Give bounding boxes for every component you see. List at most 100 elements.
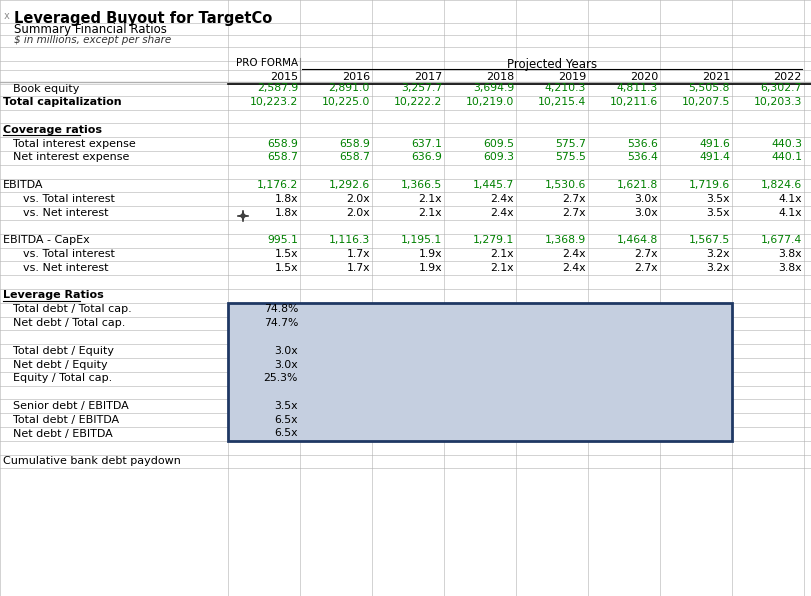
Text: 10,203.3: 10,203.3 <box>753 97 802 107</box>
Text: Total interest expense: Total interest expense <box>13 139 135 148</box>
Text: 658.9: 658.9 <box>339 139 370 148</box>
Text: 575.7: 575.7 <box>555 139 586 148</box>
Text: 10,207.5: 10,207.5 <box>681 97 730 107</box>
Text: 1.9x: 1.9x <box>418 263 442 273</box>
Text: Total debt / Total cap.: Total debt / Total cap. <box>13 305 131 314</box>
Text: 3.2x: 3.2x <box>706 263 730 273</box>
Text: 1,824.6: 1,824.6 <box>761 180 802 190</box>
Text: 2.1x: 2.1x <box>491 263 514 273</box>
Text: Leverage Ratios: Leverage Ratios <box>3 290 104 300</box>
Text: Book equity: Book equity <box>13 83 79 94</box>
Text: 74.8%: 74.8% <box>264 305 298 314</box>
Text: 3.8x: 3.8x <box>779 263 802 273</box>
Text: 1,195.1: 1,195.1 <box>401 235 442 246</box>
Text: 4,811.3: 4,811.3 <box>616 83 658 94</box>
Text: 2.4x: 2.4x <box>491 194 514 204</box>
Text: Net debt / Total cap.: Net debt / Total cap. <box>13 318 126 328</box>
Text: 1.8x: 1.8x <box>274 207 298 218</box>
Text: 3.0x: 3.0x <box>274 359 298 370</box>
Text: 440.1: 440.1 <box>771 153 802 163</box>
Text: Coverage ratios: Coverage ratios <box>3 125 102 135</box>
Text: 3.8x: 3.8x <box>779 249 802 259</box>
Text: 6.5x: 6.5x <box>274 429 298 439</box>
Text: 2018: 2018 <box>486 72 514 82</box>
Text: Cumulative bank debt paydown: Cumulative bank debt paydown <box>3 456 181 466</box>
Text: Total capitalization: Total capitalization <box>3 97 122 107</box>
Text: 10,219.0: 10,219.0 <box>466 97 514 107</box>
Text: 2015: 2015 <box>270 72 298 82</box>
Text: 2019: 2019 <box>558 72 586 82</box>
Text: 2.4x: 2.4x <box>563 263 586 273</box>
Text: 491.6: 491.6 <box>699 139 730 148</box>
Text: 2,587.9: 2,587.9 <box>257 83 298 94</box>
Text: 3.5x: 3.5x <box>274 401 298 411</box>
Text: 2.1x: 2.1x <box>418 194 442 204</box>
Text: 536.6: 536.6 <box>627 139 658 148</box>
Text: 1.5x: 1.5x <box>274 263 298 273</box>
Text: 5,505.8: 5,505.8 <box>689 83 730 94</box>
Text: 10,222.2: 10,222.2 <box>394 97 442 107</box>
Text: 10,223.2: 10,223.2 <box>250 97 298 107</box>
Text: 2022: 2022 <box>774 72 802 82</box>
Text: vs. Total interest: vs. Total interest <box>23 249 115 259</box>
Text: 2.7x: 2.7x <box>634 263 658 273</box>
Text: 1,366.5: 1,366.5 <box>401 180 442 190</box>
Text: 1,445.7: 1,445.7 <box>473 180 514 190</box>
Text: 2.4x: 2.4x <box>563 249 586 259</box>
Text: 4.1x: 4.1x <box>779 194 802 204</box>
Text: 4,210.3: 4,210.3 <box>545 83 586 94</box>
Text: 1,677.4: 1,677.4 <box>761 235 802 246</box>
Text: 3.5x: 3.5x <box>706 207 730 218</box>
Text: 1.5x: 1.5x <box>274 249 298 259</box>
Text: Total debt / EBITDA: Total debt / EBITDA <box>13 415 119 425</box>
Text: 1,116.3: 1,116.3 <box>328 235 370 246</box>
Text: 658.7: 658.7 <box>339 153 370 163</box>
Text: 2.7x: 2.7x <box>563 207 586 218</box>
Text: 3.0x: 3.0x <box>634 194 658 204</box>
Text: 3.0x: 3.0x <box>274 346 298 356</box>
Text: 995.1: 995.1 <box>267 235 298 246</box>
Text: 658.9: 658.9 <box>267 139 298 148</box>
Text: Summary Financial Ratios: Summary Financial Ratios <box>14 23 167 36</box>
Text: Net debt / EBITDA: Net debt / EBITDA <box>13 429 113 439</box>
Text: x: x <box>4 11 10 21</box>
Text: 491.4: 491.4 <box>699 153 730 163</box>
Text: 6.5x: 6.5x <box>274 415 298 425</box>
Text: 1.9x: 1.9x <box>418 249 442 259</box>
Text: 1,368.9: 1,368.9 <box>545 235 586 246</box>
Text: 3,694.9: 3,694.9 <box>473 83 514 94</box>
Text: 1,530.6: 1,530.6 <box>545 180 586 190</box>
Text: 74.7%: 74.7% <box>264 318 298 328</box>
Text: Leveraged Buyout for TargetCo: Leveraged Buyout for TargetCo <box>14 11 272 26</box>
Text: $ in millions, except per share: $ in millions, except per share <box>14 35 171 45</box>
Text: 1.8x: 1.8x <box>274 194 298 204</box>
Text: 1,176.2: 1,176.2 <box>257 180 298 190</box>
Text: vs. Net interest: vs. Net interest <box>23 207 109 218</box>
Text: 1,464.8: 1,464.8 <box>616 235 658 246</box>
Text: 1,292.6: 1,292.6 <box>328 180 370 190</box>
Text: 3.2x: 3.2x <box>706 249 730 259</box>
Text: 2016: 2016 <box>342 72 370 82</box>
Text: 10,215.4: 10,215.4 <box>538 97 586 107</box>
Text: 1,279.1: 1,279.1 <box>473 235 514 246</box>
Text: 2021: 2021 <box>702 72 730 82</box>
Text: 609.5: 609.5 <box>483 139 514 148</box>
Text: 658.7: 658.7 <box>267 153 298 163</box>
Text: 2.1x: 2.1x <box>418 207 442 218</box>
Text: 6,302.7: 6,302.7 <box>761 83 802 94</box>
Text: 1,719.6: 1,719.6 <box>689 180 730 190</box>
Text: 637.1: 637.1 <box>411 139 442 148</box>
Text: 2,891.0: 2,891.0 <box>328 83 370 94</box>
Text: 2020: 2020 <box>630 72 658 82</box>
Text: 636.9: 636.9 <box>411 153 442 163</box>
Text: 2017: 2017 <box>414 72 442 82</box>
Text: 2.7x: 2.7x <box>634 249 658 259</box>
Text: EBITDA: EBITDA <box>3 180 44 190</box>
Text: 609.3: 609.3 <box>483 153 514 163</box>
Text: 10,225.0: 10,225.0 <box>322 97 370 107</box>
Text: Total debt / Equity: Total debt / Equity <box>13 346 114 356</box>
Text: 2.7x: 2.7x <box>563 194 586 204</box>
Text: 3.0x: 3.0x <box>634 207 658 218</box>
Text: 440.3: 440.3 <box>771 139 802 148</box>
Text: 4.1x: 4.1x <box>779 207 802 218</box>
